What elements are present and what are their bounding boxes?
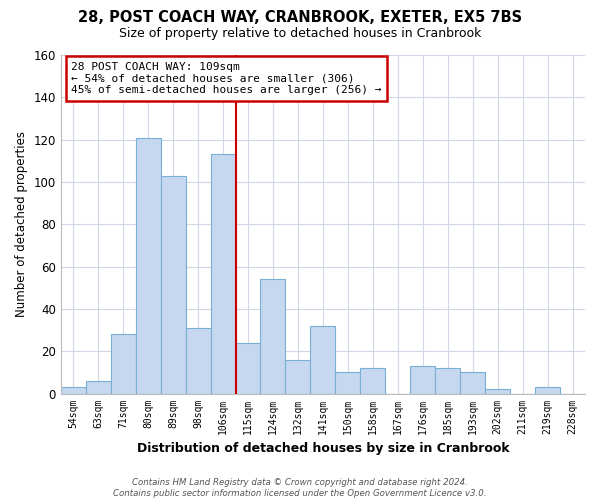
Bar xyxy=(310,326,335,394)
Bar xyxy=(211,154,236,394)
Bar xyxy=(286,360,310,394)
Bar xyxy=(485,390,510,394)
Bar xyxy=(161,176,185,394)
X-axis label: Distribution of detached houses by size in Cranbrook: Distribution of detached houses by size … xyxy=(137,442,509,455)
Bar xyxy=(61,387,86,394)
Text: Contains HM Land Registry data © Crown copyright and database right 2024.
Contai: Contains HM Land Registry data © Crown c… xyxy=(113,478,487,498)
Bar xyxy=(111,334,136,394)
Text: 28, POST COACH WAY, CRANBROOK, EXETER, EX5 7BS: 28, POST COACH WAY, CRANBROOK, EXETER, E… xyxy=(78,10,522,25)
Bar xyxy=(236,343,260,394)
Bar xyxy=(435,368,460,394)
Bar xyxy=(136,138,161,394)
Text: 28 POST COACH WAY: 109sqm
← 54% of detached houses are smaller (306)
45% of semi: 28 POST COACH WAY: 109sqm ← 54% of detac… xyxy=(71,62,382,95)
Text: Size of property relative to detached houses in Cranbrook: Size of property relative to detached ho… xyxy=(119,28,481,40)
Bar xyxy=(335,372,361,394)
Bar xyxy=(260,280,286,394)
Bar xyxy=(185,328,211,394)
Bar xyxy=(460,372,485,394)
Y-axis label: Number of detached properties: Number of detached properties xyxy=(15,132,28,318)
Bar xyxy=(410,366,435,394)
Bar xyxy=(86,381,111,394)
Bar xyxy=(535,387,560,394)
Bar xyxy=(361,368,385,394)
